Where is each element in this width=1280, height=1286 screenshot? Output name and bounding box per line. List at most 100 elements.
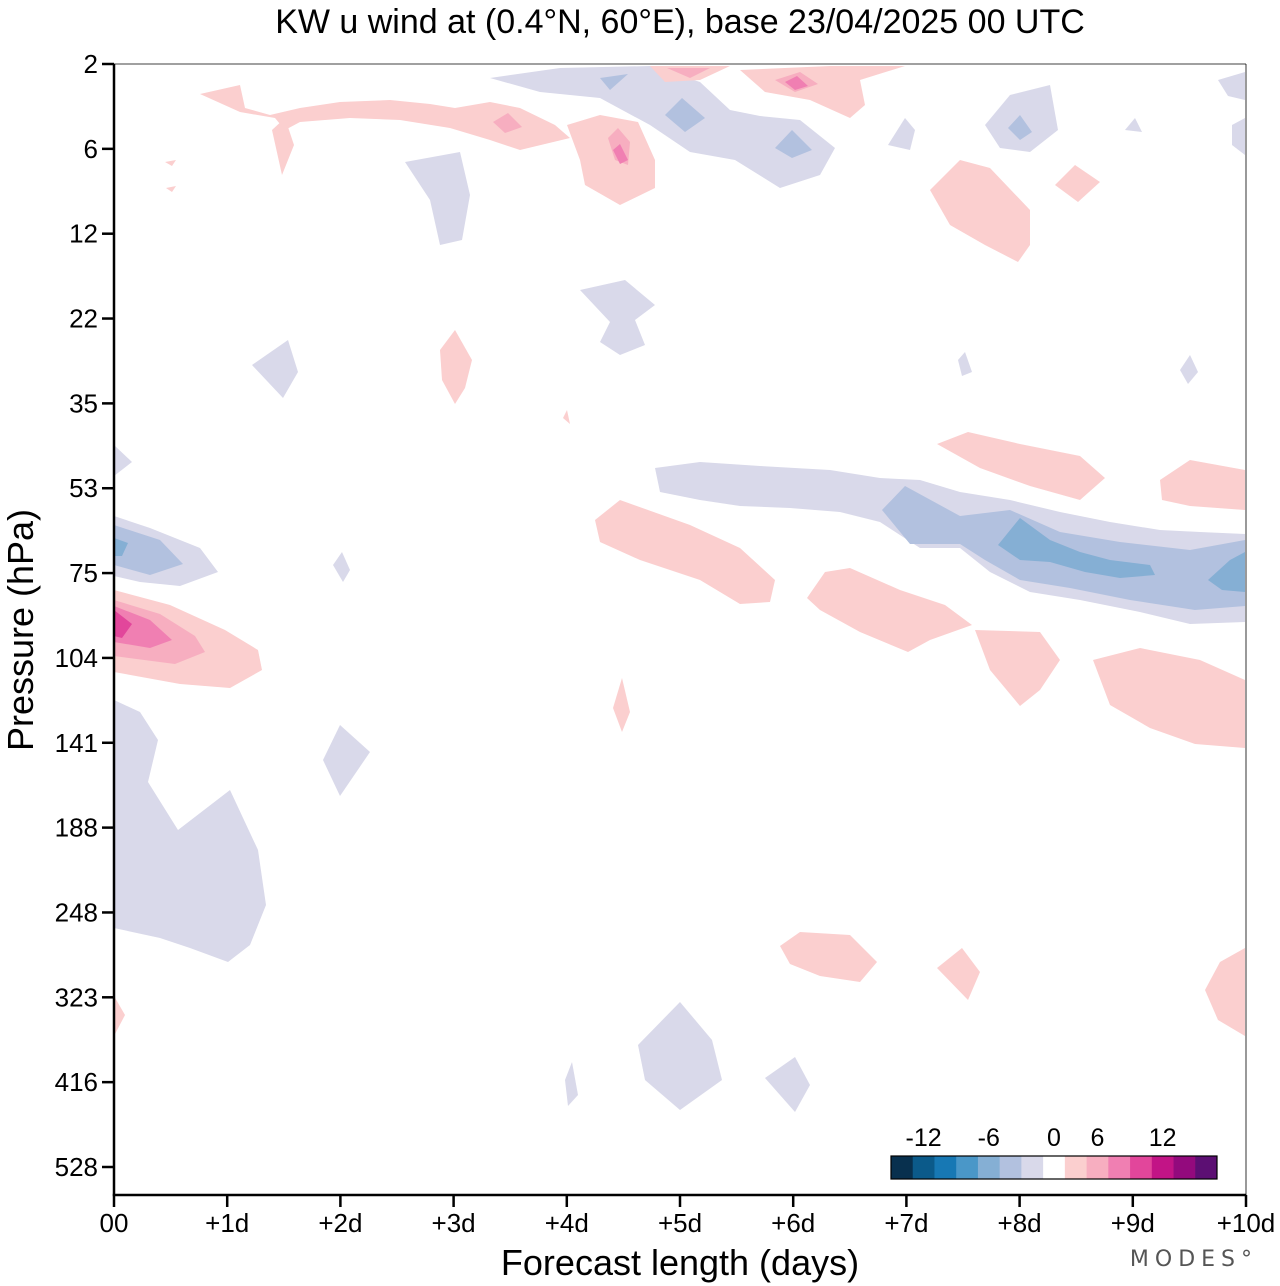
- contour-pos-strong-upper-1: [613, 144, 628, 164]
- contour-pos-medium-upper-3: [667, 68, 710, 78]
- contour-neg-light-upper-8: [1125, 118, 1142, 132]
- contour-neg-light-mid-4: [333, 552, 350, 582]
- colorbar-swatch: [977, 1156, 1001, 1179]
- contour-neg-dark-upper-band-1: [998, 518, 1155, 578]
- x-tick-label: +10d: [1217, 1208, 1276, 1238]
- colorbar-swatch: [912, 1156, 935, 1179]
- contour-pos-light-mid-2: [563, 410, 570, 424]
- colorbar-swatch: [1064, 1156, 1087, 1179]
- y-tick-label: 12: [69, 219, 98, 249]
- colorbar-swatch: [1043, 1156, 1066, 1179]
- x-tick-label: +7d: [884, 1208, 928, 1238]
- contour-pos-light-low-4: [114, 996, 125, 1036]
- y-tick-label: 104: [55, 643, 98, 673]
- contour-pos-light-mid-1: [440, 330, 472, 404]
- colorbar-swatch: [1151, 1156, 1174, 1179]
- contour-pos-light-dot-2: [166, 186, 176, 192]
- x-tick-label: +9d: [1111, 1208, 1155, 1238]
- colorbar-swatch: [1130, 1156, 1153, 1179]
- colorbar-tick-label: 12: [1149, 1124, 1177, 1152]
- contour-neg-light-mid-3: [1180, 355, 1198, 384]
- contour-neg-light-upper-1: [490, 66, 835, 188]
- contour-neg-medium-upper-1: [600, 74, 628, 90]
- y-tick-label: 528: [55, 1152, 98, 1182]
- colorbar-swatch: [999, 1156, 1022, 1179]
- contour-pos-medium-upper-1: [493, 113, 522, 133]
- y-axis: 2 6 12 22 35 53 75 104 141 188 248 323 416 528: [55, 49, 114, 1182]
- colorbar-border: [890, 1155, 1218, 1180]
- contour-pos-light-band-2: [807, 568, 972, 652]
- x-axis: 00 +1d +2d +3d +4d +5d +6d +7d +8d +9d +10d: [100, 1195, 1276, 1238]
- contour-pos-light-band-6: [1160, 460, 1245, 510]
- contour-neg-dark-upper-band-2: [1208, 552, 1245, 592]
- y-tick-label: 416: [55, 1067, 98, 1097]
- contour-neg-light-upper-2: [405, 152, 470, 245]
- x-tick-label: +2d: [318, 1208, 362, 1238]
- contour-neg-light-left-top: [114, 445, 132, 476]
- y-tick-label: 141: [55, 728, 98, 758]
- modes-logo-text: MODES°: [1129, 1247, 1258, 1272]
- contour-pos-light-band-4: [1093, 648, 1245, 748]
- contour-neg-light-upper-7: [888, 118, 915, 150]
- y-tick-label: 188: [55, 813, 98, 843]
- contour-fills: [114, 66, 1245, 1112]
- contour-neg-light-low-1: [638, 1002, 722, 1110]
- contour-neg-medium-upper-2: [665, 98, 705, 132]
- colorbar-swatch: [1173, 1156, 1196, 1179]
- contour-neg-light-upper-5: [1218, 72, 1245, 100]
- contour-neg-light-low-2: [565, 1062, 578, 1106]
- contour-neg-light-mid-1: [252, 340, 298, 398]
- y-axis-label: Pressure (hPa): [0, 509, 41, 751]
- x-tick-label: +3d: [432, 1208, 476, 1238]
- contour-neg-light-upper-3: [580, 280, 655, 355]
- y-tick-label: 323: [55, 982, 98, 1012]
- y-tick-label: 2: [84, 49, 98, 79]
- contour-pos-light-upper-3: [567, 115, 655, 205]
- contour-pos-light-band-5: [937, 432, 1105, 500]
- colorbar-tick-label: 0: [1047, 1124, 1061, 1152]
- x-tick-label: +5d: [658, 1208, 702, 1238]
- contour-neg-light-upper-6: [1232, 118, 1245, 155]
- contour-pos-light-upper-5: [740, 66, 905, 118]
- colorbar-swatch: [1195, 1156, 1218, 1179]
- contour-neg-medium-initial: [114, 525, 183, 575]
- contour-pos-light-mid-3: [613, 678, 630, 732]
- x-tick-label: 00: [100, 1208, 129, 1238]
- x-tick-label: +8d: [998, 1208, 1042, 1238]
- colorbar-swatch: [1021, 1156, 1044, 1179]
- colorbar-swatch: [1108, 1156, 1131, 1179]
- contour-neg-light-low-3: [765, 1057, 810, 1112]
- y-tick-label: 35: [69, 388, 98, 418]
- contour-neg-light-lower: [114, 700, 266, 962]
- contour-pos-deep-initial: [114, 610, 132, 638]
- colorbar-swatch: [934, 1156, 957, 1179]
- contour-pos-light-low-1: [780, 932, 877, 982]
- colorbar-swatch: [1086, 1156, 1109, 1179]
- contour-pos-light-low-3: [1205, 948, 1245, 1036]
- contour-neg-medium-upper-4: [1008, 115, 1032, 140]
- colorbar-tick-label: -12: [906, 1124, 942, 1152]
- contour-pos-strong-upper-2: [785, 76, 808, 90]
- y-tick-label: 22: [69, 304, 98, 334]
- contour-pos-light-upper-7: [1055, 165, 1100, 202]
- x-tick-label: +1d: [205, 1208, 249, 1238]
- contour-pos-light-upper-2: [272, 118, 294, 175]
- y-tick-label: 75: [69, 558, 98, 588]
- contour-pos-light-band-1: [595, 500, 775, 604]
- y-tick-label: 53: [69, 473, 98, 503]
- contour-neg-light-mid-5: [323, 725, 370, 796]
- chart-title: KW u wind at (0.4°N, 60°E), base 23/04/2…: [275, 3, 1085, 41]
- x-axis-label: Forecast length (days): [501, 1242, 859, 1283]
- colorbar: -12 -6 0 6 12: [890, 1124, 1218, 1180]
- contour-pos-light-upper-6: [930, 160, 1030, 262]
- contour-neg-light-mid-2: [958, 352, 972, 376]
- x-tick-label: +4d: [545, 1208, 589, 1238]
- y-tick-label: 248: [55, 897, 98, 927]
- contour-pos-strong-initial: [114, 606, 172, 648]
- colorbar-tick-label: -6: [978, 1124, 1000, 1152]
- colorbar-swatch: [891, 1156, 914, 1179]
- contour-neg-medium-upper-3: [775, 130, 812, 158]
- contour-pos-light-band-3: [975, 630, 1060, 706]
- contour-pos-light-upper-1: [200, 85, 570, 150]
